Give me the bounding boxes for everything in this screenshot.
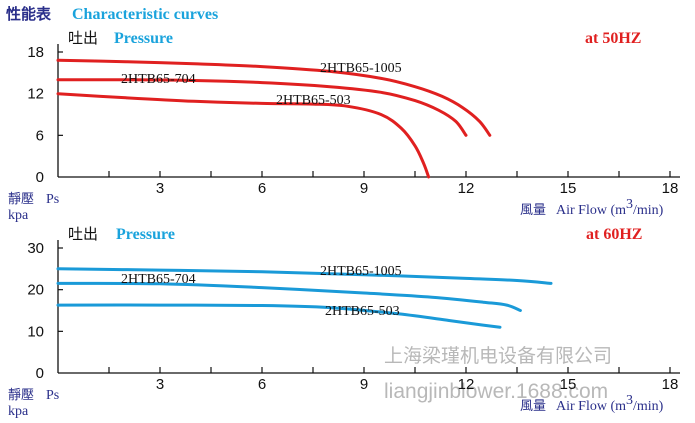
chart-50hz-ytick-label-2: 12	[27, 86, 44, 103]
chart-60hz-ylabel-cn: 靜壓	[8, 388, 34, 403]
figure-title-cn: 性能表	[6, 5, 52, 23]
chart-60hz-xtick-label-0: 3	[156, 376, 164, 393]
chart-60hz-series-line-503	[56, 303, 502, 329]
chart-50hz-pressure-cn: 吐出	[68, 29, 98, 47]
chart-60hz-pressure-cn: 吐出	[68, 225, 98, 243]
chart-50hz-ylabel-en: Ps	[46, 192, 59, 207]
chart-60hz-pressure-en: Pressure	[116, 226, 175, 243]
chart-60hz-series-label-503: 2HTB65-503	[325, 304, 400, 319]
chart-60hz-series-line-704	[56, 281, 522, 312]
chart-50hz-series-line-704	[56, 78, 468, 137]
chart-50hz-series-label-704: 2HTB65-704	[121, 72, 196, 87]
chart-50hz-xtick-label-5: 18	[662, 180, 679, 197]
chart-50hz-frequency: at 50HZ	[585, 30, 641, 47]
chart-50hz-series-label-503: 2HTB65-503	[276, 93, 351, 108]
chart-50hz-ytick-label-0: 0	[36, 169, 44, 186]
chart-60hz-ytick-label-3: 30	[27, 240, 44, 257]
chart-60hz-xtick-label-5: 18	[662, 376, 679, 393]
chart-60hz-series-label-704: 2HTB65-704	[121, 272, 196, 287]
chart-50hz-xtick-label-2: 9	[360, 180, 368, 197]
chart-50hz-ytick-label-3: 18	[27, 44, 44, 61]
chart-60hz-xtick-label-3: 12	[458, 376, 475, 393]
chart-60hz-frequency: at 60HZ	[586, 226, 642, 243]
chart-50hz: 吐出 Pressure at 50HZ 0 6 12 18 3 6 9 12 15 18 2HT…	[8, 29, 680, 223]
chart-60hz-ytick-label-1: 10	[27, 323, 44, 340]
figure-title-en: Characteristic curves	[72, 6, 218, 23]
chart-60hz: 吐出 Pressure at 60HZ 0 10 20 30 3 6 9 12 15 18 2H…	[8, 225, 680, 419]
chart-50hz-xtick-label-3: 12	[458, 180, 475, 197]
chart-60hz-series-label-1005: 2HTB65-1005	[320, 264, 402, 279]
chart-60hz-xtick-label-1: 6	[258, 376, 266, 393]
chart-50hz-series-line-1005	[56, 58, 492, 137]
watermark-url: liangjinblower.1688.com	[384, 380, 608, 403]
chart-50hz-pressure-en: Pressure	[114, 30, 173, 47]
chart-60hz-ylabel-en: Ps	[46, 388, 59, 403]
chart-60hz-ytick-label-0: 0	[36, 365, 44, 382]
chart-60hz-ytick-label-2: 20	[27, 282, 44, 299]
chart-60hz-xlabel: 風量 Air Flow (m3/min)	[520, 393, 664, 414]
chart-60hz-yunit: kpa	[8, 404, 29, 419]
chart-50hz-series-label-1005: 2HTB65-1005	[320, 61, 402, 76]
chart-50hz-ylabel-cn: 靜壓	[8, 192, 34, 207]
chart-50hz-ytick-label-1: 6	[36, 127, 44, 144]
chart-60hz-series-line-1005	[56, 267, 553, 285]
watermark-company: 上海梁瑾机电设备有限公司	[384, 345, 612, 367]
chart-60hz-xtick-label-2: 9	[360, 376, 368, 393]
chart-50hz-yunit: kpa	[8, 208, 29, 223]
chart-60hz-tick-marks	[58, 247, 671, 373]
chart-50hz-series-line-503	[56, 92, 431, 179]
chart-60hz-xtick-label-4: 15	[560, 376, 577, 393]
chart-50hz-xtick-label-0: 3	[156, 180, 164, 197]
chart-50hz-xlabel: 風量 Air Flow (m3/min)	[520, 197, 664, 218]
chart-50hz-xtick-label-4: 15	[560, 180, 577, 197]
chart-50hz-xtick-label-1: 6	[258, 180, 266, 197]
